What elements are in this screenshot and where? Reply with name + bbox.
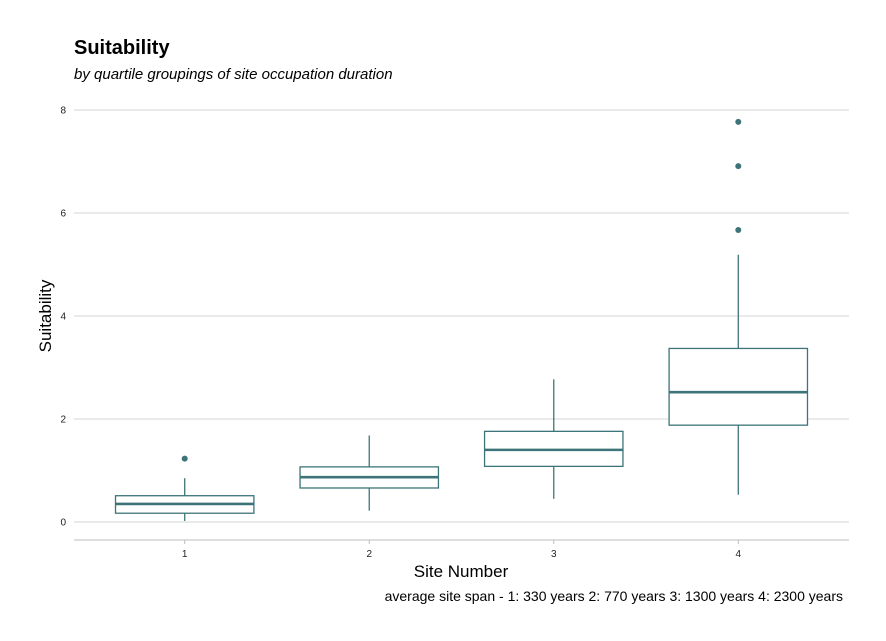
- y-tick-label-8: 8: [60, 106, 66, 117]
- outlier-point-1-1: [181, 455, 188, 462]
- x-tick-label-1: 1: [182, 549, 188, 560]
- x-tick-label-4: 4: [736, 549, 742, 560]
- y-tick-label-6: 6: [60, 209, 66, 220]
- box-group-2: [299, 435, 440, 511]
- y-axis-ticks: 0 2 4 6 8: [60, 106, 66, 529]
- chart-title: Suitability: [74, 37, 170, 59]
- outlier-point-4-2: [735, 163, 742, 170]
- x-axis-title: Site Number: [414, 562, 509, 581]
- chart-subtitle: by quartile groupings of site occupation…: [74, 66, 393, 83]
- x-tick-label-2: 2: [366, 549, 372, 560]
- outlier-point-4-3: [735, 118, 742, 125]
- y-tick-label-4: 4: [60, 312, 66, 323]
- box-group-3: [483, 379, 624, 499]
- gridlines: [74, 109, 849, 523]
- y-tick-label-2: 2: [60, 414, 66, 425]
- boxes: [114, 118, 809, 521]
- outlier-point-4-1: [735, 227, 742, 234]
- box-iqr-4: [668, 347, 809, 426]
- y-tick-label-0: 0: [60, 517, 66, 528]
- y-axis-title: Suitability: [36, 279, 55, 352]
- x-tick-label-3: 3: [551, 549, 557, 560]
- box-group-1: [114, 455, 255, 521]
- x-axis-ticks: 1 2 3 4: [182, 540, 742, 560]
- box-group-4: [668, 118, 809, 495]
- chart-caption: average site span - 1: 330 years 2: 770 …: [385, 588, 843, 604]
